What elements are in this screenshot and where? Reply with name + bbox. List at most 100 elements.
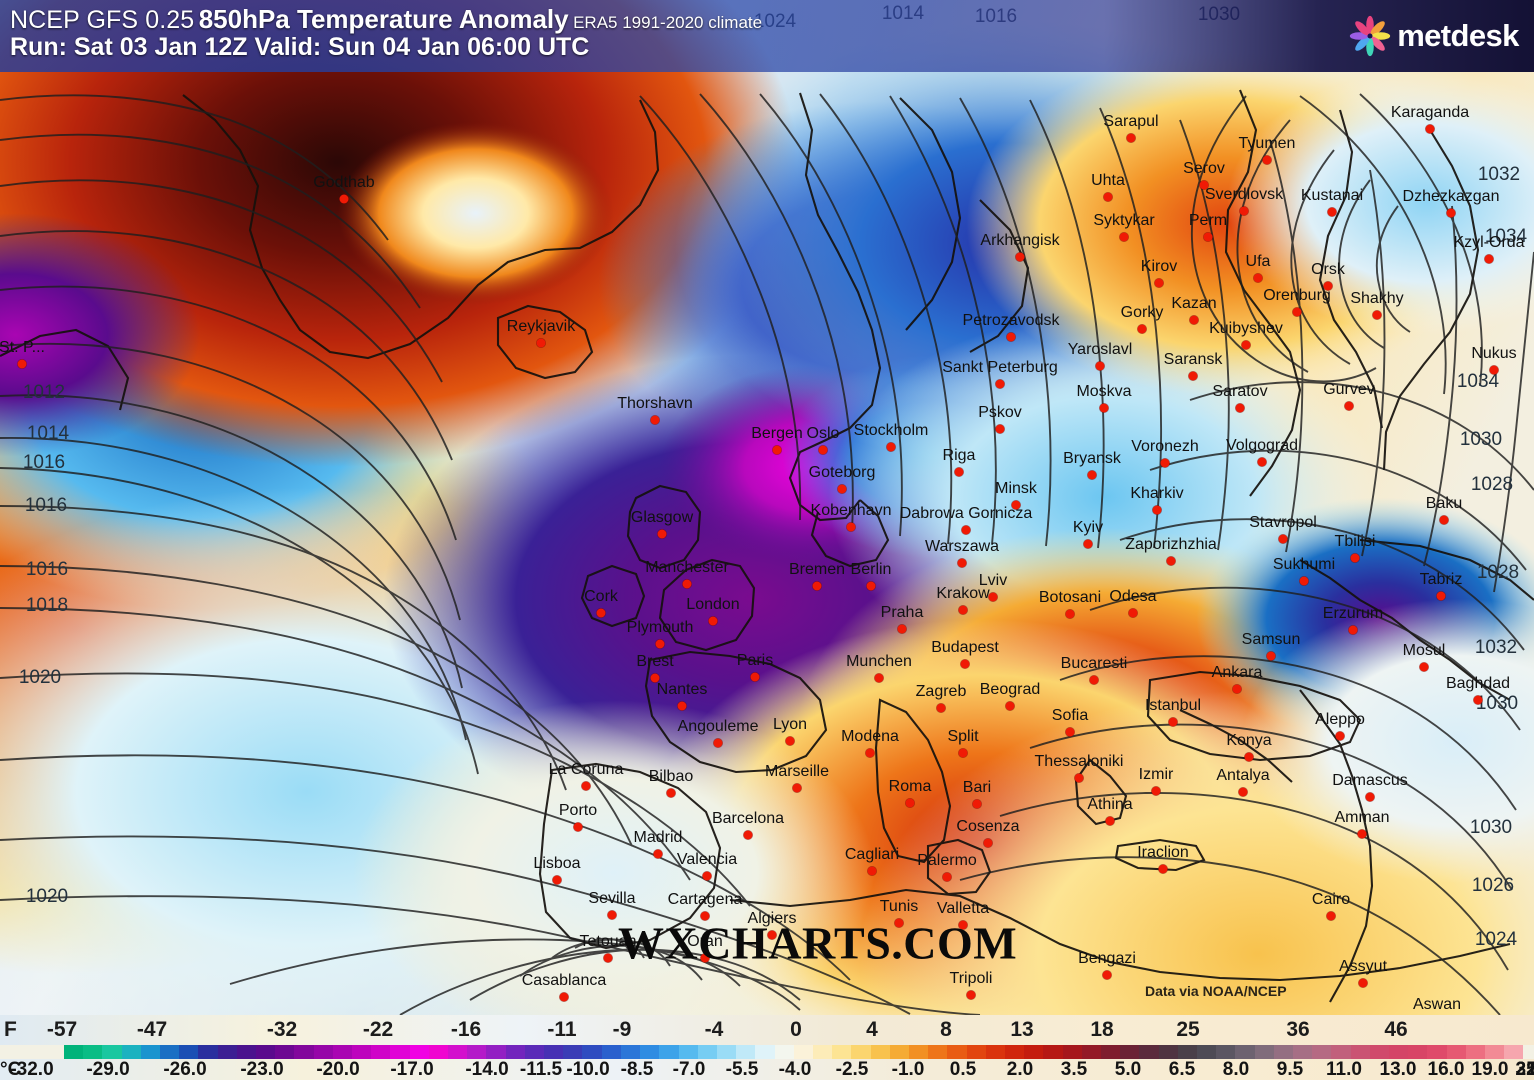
city-label: Split	[947, 728, 979, 745]
city-label: Dzhezkazgan	[1402, 188, 1500, 205]
city-marker-dot	[1005, 701, 1015, 711]
legend-swatch	[179, 1045, 199, 1059]
city-label: Syktykar	[1093, 212, 1155, 229]
chart-header: NCEP GFS 0.25 850hPa Temperature Anomaly…	[0, 0, 1534, 72]
legend-swatch	[1004, 1045, 1025, 1059]
city-label: Cartagena	[667, 891, 743, 908]
city-label: Sverdlovsk	[1204, 186, 1284, 203]
city-label: Tunis	[879, 898, 919, 915]
legend-swatch	[1293, 1045, 1313, 1059]
city-marker-dot	[700, 953, 710, 963]
legend-color-bar[interactable]	[64, 1045, 1524, 1059]
legend-swatch	[217, 1045, 237, 1059]
city-label: Antalya	[1216, 767, 1270, 784]
city-marker-dot	[682, 579, 692, 589]
legend-swatch	[1120, 1045, 1140, 1059]
city-marker-dot	[1099, 403, 1109, 413]
legend-swatch	[486, 1045, 506, 1059]
city-marker-dot	[552, 875, 562, 885]
city-label: Kazan	[1171, 295, 1217, 312]
city-marker-dot	[1344, 401, 1354, 411]
coastlines	[0, 89, 1534, 1003]
city-label: Istanbul	[1144, 697, 1202, 714]
city-label: Lyon	[772, 716, 808, 733]
city-label: Lviv	[978, 572, 1008, 589]
city-marker-dot	[607, 910, 617, 920]
city-marker-dot	[1436, 591, 1446, 601]
city-label-layer: St. P... Godthab Reykjavik Thorshavn Bergen O…	[0, 104, 1525, 1013]
legend-tick-c: -5.5	[725, 1059, 759, 1080]
legend-tick-c: -26.0	[163, 1059, 207, 1080]
legend-swatch	[1465, 1045, 1486, 1059]
legend-tick-c: -32.0	[10, 1059, 54, 1080]
legend-swatch	[1100, 1045, 1121, 1059]
city-marker-dot	[942, 872, 952, 882]
legend-swatch	[524, 1045, 545, 1059]
city-marker-dot	[1266, 651, 1276, 661]
legend-tick-c: -20.0	[316, 1059, 360, 1080]
city-label: Casablanca	[521, 972, 607, 989]
city-marker-dot	[1151, 786, 1161, 796]
city-label: Bengazi	[1078, 950, 1136, 967]
city-label: Minsk	[995, 480, 1037, 497]
legend-swatch	[198, 1045, 218, 1059]
city-marker-dot	[1262, 155, 1272, 165]
city-label: Warszawa	[924, 538, 1000, 555]
city-marker-dot	[958, 605, 968, 615]
temperature-color-legend[interactable]: F °C -57 -47 -32 -22 -16 -11 -9 -4 0 4 8 13 18 25 36 46…	[0, 1015, 1534, 1080]
city-marker-dot	[750, 672, 760, 682]
legend-tick-c: -14.0	[465, 1059, 509, 1080]
legend-tick-c: -17.0	[390, 1059, 434, 1080]
metdesk-logo[interactable]: metdesk	[1334, 0, 1534, 72]
city-marker-dot	[1323, 281, 1333, 291]
city-marker-dot	[1239, 206, 1249, 216]
legend-swatch	[332, 1045, 353, 1059]
legend-swatch	[928, 1045, 948, 1059]
legend-swatch	[371, 1045, 391, 1059]
legend-tick-f: -9	[612, 1018, 632, 1041]
legend-swatch	[870, 1045, 890, 1059]
legend-swatch	[908, 1045, 929, 1059]
city-label: St. P...	[0, 339, 45, 356]
city-label: Kirov	[1140, 258, 1178, 275]
city-label: Erzurum	[1322, 605, 1384, 622]
city-label: Pskov	[978, 404, 1022, 421]
city-marker-dot	[988, 592, 998, 602]
city-label: Modena	[841, 728, 899, 745]
legend-swatch	[102, 1045, 122, 1059]
legend-tick-f: 8	[940, 1018, 952, 1041]
city-label: Thorshavn	[617, 395, 693, 412]
city-marker-dot	[958, 920, 968, 930]
city-label: Damascus	[1332, 772, 1408, 789]
legend-swatch	[832, 1045, 852, 1059]
city-label: Bryansk	[1063, 450, 1121, 467]
city-marker-dot	[1241, 340, 1251, 350]
city-label: Tabriz	[1419, 571, 1463, 588]
legend-tick-f: -47	[136, 1018, 168, 1041]
city-marker-dot	[785, 736, 795, 746]
city-marker-dot	[961, 525, 971, 535]
city-marker-dot	[1489, 365, 1499, 375]
city-marker-dot	[954, 467, 964, 477]
legend-tick-c: -4.0	[778, 1059, 812, 1080]
city-label: Saransk	[1163, 351, 1223, 368]
city-label: Kuibyshev	[1209, 320, 1283, 337]
city-label: Samsun	[1241, 631, 1301, 648]
city-label: Uhta	[1091, 172, 1125, 189]
legend-swatch	[1312, 1045, 1332, 1059]
legend-swatch	[1177, 1045, 1197, 1059]
city-marker-dot	[1128, 608, 1138, 618]
city-marker-dot	[1083, 539, 1093, 549]
legend-unit-fahrenheit: F	[4, 1018, 17, 1041]
city-marker-dot	[1257, 457, 1267, 467]
legend-tick-c: 11.0	[1326, 1059, 1362, 1080]
city-label: Gorky	[1120, 304, 1164, 321]
legend-swatch	[1504, 1045, 1524, 1059]
temperature-anomaly-map[interactable]: 1012101410161016101610181020102010241014…	[0, 0, 1534, 1015]
city-label: Manchester	[645, 559, 729, 576]
city-marker-dot	[1065, 727, 1075, 737]
legend-tick-f: 36	[1286, 1018, 1310, 1041]
legend-swatch	[1485, 1045, 1505, 1059]
city-label: Marseille	[764, 763, 830, 780]
city-label: La Coruna	[548, 761, 624, 778]
